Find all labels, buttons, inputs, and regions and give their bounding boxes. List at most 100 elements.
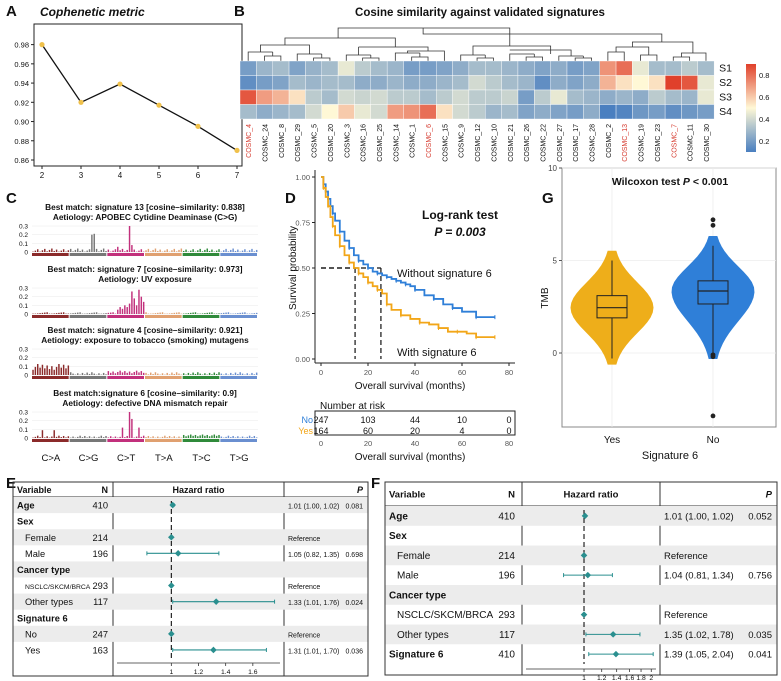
column-label: COSMC_25 (377, 124, 384, 162)
heatmap-cell (566, 89, 584, 105)
n-value: 293 (498, 610, 515, 621)
y-tick-label: 0.88 (14, 137, 29, 146)
spectrum-bar (121, 427, 124, 438)
data-point (39, 42, 45, 48)
aetiology-title: Aetiology: UV exposure (98, 274, 192, 284)
x-tick-label: 2 (40, 171, 45, 180)
heatmap-cell (468, 104, 486, 120)
dendrogram-branch (264, 55, 282, 61)
heatmap-cell (501, 60, 519, 76)
column-label: COSMC_6 (426, 124, 433, 158)
hazard-ratio-marker (210, 646, 217, 654)
column-label: COSMC_28 (590, 124, 597, 162)
panel-letter-F: F (371, 475, 380, 492)
p-value: 0.698 (345, 552, 363, 559)
heatmap-cell (664, 60, 682, 76)
heatmap-cell (354, 104, 372, 120)
column-label: COSMC_11 (688, 124, 695, 161)
spectrum-bar (39, 367, 41, 375)
estimate-text: 1.35 (1.02, 1.78) (664, 630, 734, 641)
hazard-ratio-marker (174, 550, 182, 557)
spectrum-bar (211, 249, 213, 252)
heatmap-cell (321, 75, 339, 91)
category-label: C>A (41, 453, 60, 464)
spectrum-bar (241, 312, 244, 314)
category-strip (145, 376, 182, 379)
spectrum-bar (175, 251, 178, 252)
heatmap-cell (321, 104, 339, 120)
spectrum-bar (187, 435, 190, 438)
spectrum-bar (102, 313, 105, 314)
spectrum-bar (112, 371, 114, 375)
spectrum-bar (204, 313, 206, 314)
spectrum-bar (178, 249, 180, 252)
spectrum-bar (44, 368, 46, 375)
heatmap-cell (517, 75, 535, 91)
spectrum-bar (131, 373, 133, 375)
spectrum-bar (112, 250, 114, 252)
x-tick-label: 1.8 (636, 675, 646, 681)
variable-label: Signature 6 (389, 650, 444, 661)
dendrogram-branch (672, 56, 691, 61)
spectrum-bar (37, 313, 39, 314)
spectrum-bar (171, 313, 173, 314)
spectrum-bar (124, 305, 126, 314)
spectrum-bar (55, 366, 58, 375)
spectrum-bar (91, 312, 93, 314)
spectrum-bar (185, 436, 187, 438)
spectrum-bar (171, 250, 173, 252)
row-band (13, 529, 368, 546)
spectrum-bar (154, 372, 157, 375)
spectrum-bar (157, 373, 159, 375)
spectrum-bar (145, 437, 147, 438)
spectrum-bar (204, 435, 206, 438)
spectrum-bar (98, 373, 100, 375)
spectrum-bar (48, 369, 51, 375)
category-label: Yes (604, 435, 620, 446)
heatmap-cell (256, 89, 273, 105)
spectrum-bar (173, 312, 176, 314)
y-tick-label: 0.3 (19, 224, 28, 231)
spectrum-bar (185, 249, 187, 252)
spectrum-bar (88, 313, 91, 314)
y-tick-label: 0.3 (19, 410, 28, 417)
heatmap-cell (337, 60, 355, 76)
n-value: 410 (498, 511, 515, 522)
variable-label: Other types (397, 630, 449, 641)
spectrum-bar (230, 437, 232, 438)
spectrum-bar (67, 250, 70, 252)
spectrum-bar (253, 251, 256, 252)
spectrum-bar (197, 436, 199, 438)
panel-letter-D: D (285, 190, 296, 207)
spectrum-bar (152, 373, 154, 375)
spectrum-bar (237, 313, 239, 314)
heatmap-cell (337, 104, 355, 120)
y-tick-label: 0.2 (19, 418, 28, 425)
legend-tick-label: 0.6 (759, 93, 769, 102)
spectrum-bar (37, 364, 39, 375)
dendrogram-branch (337, 27, 511, 46)
p-value: 0.756 (748, 571, 772, 582)
spectrum-bar (157, 312, 159, 314)
y-tick-label: 0.1 (19, 303, 28, 310)
x-tick-label: 20 (364, 439, 372, 448)
spectrum-bar (39, 313, 41, 314)
estimate-text: 1.39 (1.05, 2.04) (664, 650, 734, 661)
spectrum-bar (84, 374, 86, 375)
spectrum-bar (131, 245, 133, 252)
spectrum-bar (175, 312, 178, 314)
heatmap-cell (566, 75, 584, 91)
survival-curve (321, 176, 495, 319)
row-band (385, 585, 777, 605)
forest-frame (384, 481, 778, 676)
spectrum-bar (107, 249, 110, 252)
variable-label: NSCLC/SKCM/BRCA (25, 584, 91, 591)
legend-tick-label: 0.2 (759, 137, 769, 146)
x-tick-label: 1 (582, 675, 586, 681)
heatmap-cell (681, 60, 699, 76)
n-value: 247 (92, 629, 108, 639)
curve-label: Without signature 6 (397, 268, 492, 280)
spectrum-bar (227, 251, 230, 252)
legend-tick-label: 0.4 (759, 115, 769, 124)
spectrum-bar (133, 298, 135, 314)
